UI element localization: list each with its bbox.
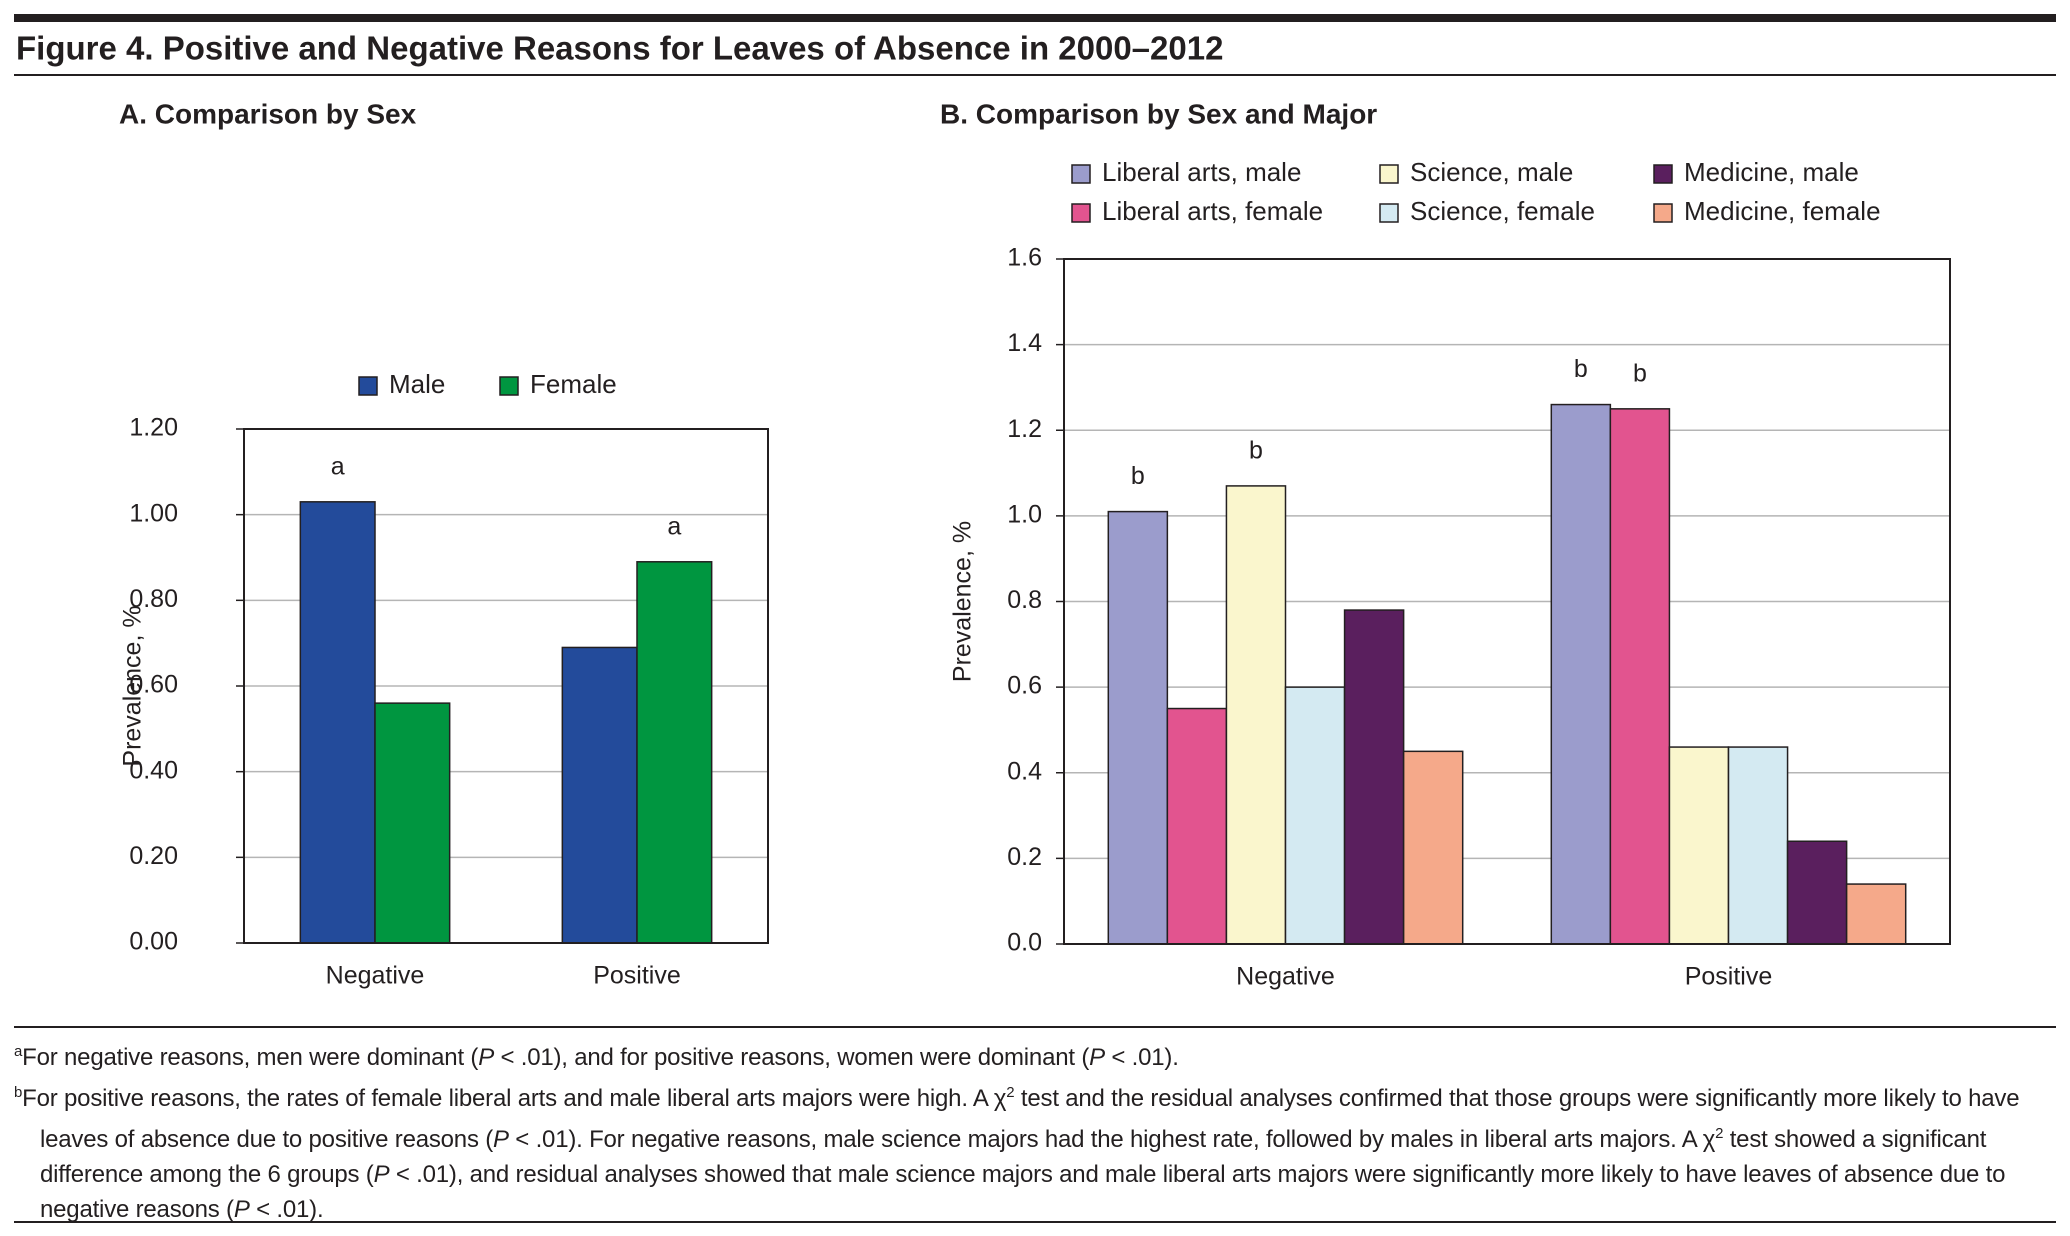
bar — [1225, 485, 1287, 945]
legend-swatch — [358, 376, 378, 396]
y-tick-label: 0.20 — [129, 842, 178, 870]
bar — [561, 646, 638, 944]
bar — [1402, 750, 1464, 945]
legend-label: Male — [389, 369, 445, 399]
footnote-text: P — [1089, 1044, 1105, 1071]
bar — [636, 561, 713, 944]
bar — [1107, 510, 1169, 945]
bar — [1845, 883, 1907, 945]
y-tick-label: 0.80 — [129, 585, 178, 613]
bar-note: b — [1131, 462, 1145, 490]
chart-subtitle: A. Comparison by Sex — [119, 98, 417, 129]
legend-swatch — [1379, 203, 1399, 223]
x-tick-label: Positive — [1685, 963, 1773, 991]
y-axis-label: Prevalence, % — [949, 521, 977, 682]
bar — [1550, 403, 1612, 945]
legend-swatch — [1653, 203, 1673, 223]
footnote-text: P — [478, 1044, 494, 1071]
footnote-text: < .01). — [1104, 1044, 1179, 1071]
y-tick-label: 0.00 — [129, 928, 178, 956]
y-tick-label: 1.0 — [1007, 500, 1042, 528]
bar — [1727, 746, 1789, 945]
y-tick-label: 0.2 — [1007, 843, 1042, 871]
footnote-marker: b — [14, 1084, 23, 1101]
bar — [299, 501, 376, 944]
footnote-text: P — [233, 1196, 250, 1223]
footnote: bFor positive reasons, the rates of fema… — [14, 1075, 2054, 1227]
bar — [1166, 707, 1228, 945]
top-rule — [14, 14, 2056, 22]
footnote-text: For negative reasons, men were dominant … — [22, 1044, 479, 1071]
footnote-text: P — [373, 1161, 390, 1188]
footnote: aFor negative reasons, men were dominant… — [14, 1034, 2054, 1075]
footnote-text: < .01), and for positive reasons, women … — [494, 1044, 1090, 1071]
legend-swatch — [1379, 164, 1399, 184]
bar — [1343, 609, 1405, 945]
y-tick-label: 0.8 — [1007, 586, 1042, 614]
y-tick-label: 0.60 — [129, 671, 178, 699]
legend-swatch — [1653, 164, 1673, 184]
y-tick-label: 1.6 — [1007, 244, 1042, 272]
footnote-text: < .01). For negative reasons, male scien… — [508, 1126, 1716, 1153]
bar — [1284, 686, 1346, 945]
plot-frame — [243, 428, 769, 944]
y-tick-label: 1.00 — [129, 499, 178, 527]
footnote-marker: a — [14, 1043, 23, 1060]
bar — [1786, 840, 1848, 945]
bar — [374, 702, 451, 944]
legend-swatch — [499, 376, 519, 396]
x-tick-label: Negative — [326, 962, 425, 990]
x-tick-label: Negative — [1236, 963, 1335, 991]
bar — [1609, 408, 1671, 945]
bar-note: b — [1249, 437, 1263, 465]
footnotes: aFor negative reasons, men were dominant… — [14, 1034, 2054, 1227]
y-tick-label: 0.4 — [1007, 757, 1042, 785]
legend-label: Science, female — [1410, 196, 1595, 226]
y-tick-label: 1.20 — [129, 414, 178, 442]
legend-label: Medicine, male — [1684, 157, 1859, 187]
legend-label: Liberal arts, male — [1102, 157, 1301, 187]
footnote-text: < .01). — [249, 1196, 324, 1223]
y-tick-label: 0.6 — [1007, 672, 1042, 700]
footnote-text: P — [493, 1126, 509, 1153]
footnote-text: For positive reasons, the rates of femal… — [22, 1085, 1007, 1112]
footnote-text: 2 — [1715, 1125, 1724, 1142]
footnote-text: test showed a significant difference amo… — [40, 1126, 1987, 1188]
y-tick-label: 0.40 — [129, 756, 178, 784]
bar-note: a — [667, 512, 681, 540]
x-tick-label: Positive — [593, 962, 681, 990]
legend-label: Female — [530, 369, 617, 399]
bar-note: a — [331, 452, 345, 480]
plot-frame — [1063, 258, 1951, 945]
bar-note: b — [1574, 355, 1588, 383]
y-tick-label: 0.0 — [1007, 929, 1042, 957]
y-tick-label: 1.2 — [1007, 415, 1042, 443]
legend-label: Science, male — [1410, 157, 1573, 187]
footnote-text: < .01), and residual analyses showed tha… — [40, 1161, 2006, 1223]
legend-swatch — [1071, 164, 1091, 184]
y-tick-label: 1.4 — [1007, 329, 1042, 357]
legend-label: Medicine, female — [1684, 196, 1881, 226]
footnote-text: 2 — [1006, 1084, 1015, 1101]
legend-swatch — [1071, 203, 1091, 223]
bar — [1668, 746, 1730, 945]
footnote-text: test and the residual analyses confirmed… — [40, 1085, 2020, 1153]
y-axis-label: Prevalence, % — [119, 605, 147, 766]
bar-note: b — [1633, 359, 1647, 387]
chart-subtitle: B. Comparison by Sex and Major — [940, 98, 1377, 129]
figure-title: Figure 4. Positive and Negative Reasons … — [16, 30, 1223, 67]
legend-label: Liberal arts, female — [1102, 196, 1323, 226]
